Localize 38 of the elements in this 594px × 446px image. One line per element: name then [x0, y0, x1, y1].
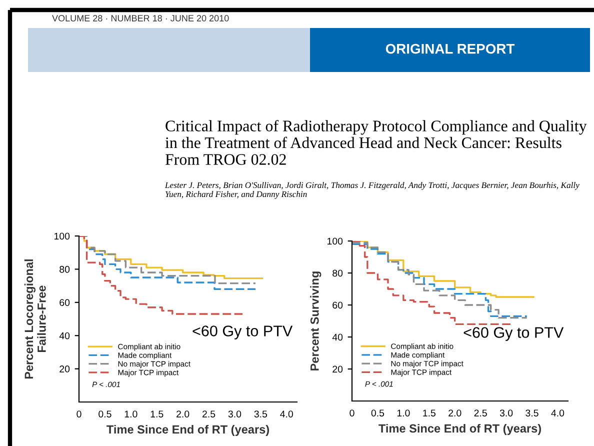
x-tick-label: 2.0	[448, 410, 462, 416]
x-tick-label: 3.0	[228, 410, 242, 418]
y-tick-label: 60	[60, 299, 70, 306]
text: ORIGINAL REPORT	[386, 44, 515, 54]
x-axis-title: Time Since End of RT (years)	[106, 424, 269, 436]
x-tick-label: 4.0	[280, 410, 293, 418]
y-tick-label: 60	[332, 302, 343, 309]
x-tick-label: 0.5	[371, 410, 384, 416]
x-tick-label: 1.0	[124, 410, 138, 418]
text: VOLUME 28 · NUMBER 18 · JUNE 20 2010	[52, 15, 229, 22]
y-tick-label: 100	[327, 238, 343, 245]
y-tick-label: 40	[332, 334, 343, 341]
x-tick-label: 3.0	[500, 410, 513, 416]
x-tick-label: 2.0	[176, 410, 190, 418]
x-tick-label: 0	[76, 410, 82, 418]
y-axis-title: Percent Locoregional Failure-Free	[24, 259, 46, 379]
x-tick-label: 4.0	[551, 410, 564, 416]
x-tick-label: 1.5	[423, 410, 436, 416]
x-tick-label: 3.5	[526, 410, 538, 416]
x-tick-label: 0	[350, 410, 354, 416]
y-tick-label: 20	[60, 366, 70, 372]
x-tick-label: 2.5	[202, 410, 216, 418]
x-tick-label: 1.5	[150, 410, 164, 418]
y-tick-label: 80	[332, 270, 343, 277]
x-tick-label: 0.5	[98, 410, 112, 418]
x-tick-label: 1.0	[397, 410, 410, 416]
x-axis-title: Time Since End of RT (years)	[378, 424, 541, 435]
annotation: <60 Gy to PTV	[464, 327, 564, 341]
y-tick-label: 40	[59, 332, 70, 340]
text: Lester J. Peters, Brian O'Sullivan, Jordi Giralt, Thomas J. Fitzgerald, Andy Trotti, Jacques Bernier, Jean Bourhis, Kally Yuen, Richard Fisher, and Danny Rischin	[164, 182, 580, 199]
x-tick-label: 3.5	[254, 410, 268, 418]
annotation: <60 Gy to PTV	[192, 326, 293, 340]
y-tick-label: 80	[60, 266, 70, 273]
y-tick-label: 20	[332, 366, 343, 373]
y-tick-label: 100	[54, 232, 70, 240]
text: Critical Impact of Radiotherapy Protocol Compliance and Quality in the Treatment of Advanced Head and Neck Cancer: Results From TROG 02.02	[165, 120, 587, 165]
y-axis-title: Percent Surviving	[310, 272, 322, 370]
x-tick-label: 2.5	[474, 410, 487, 416]
